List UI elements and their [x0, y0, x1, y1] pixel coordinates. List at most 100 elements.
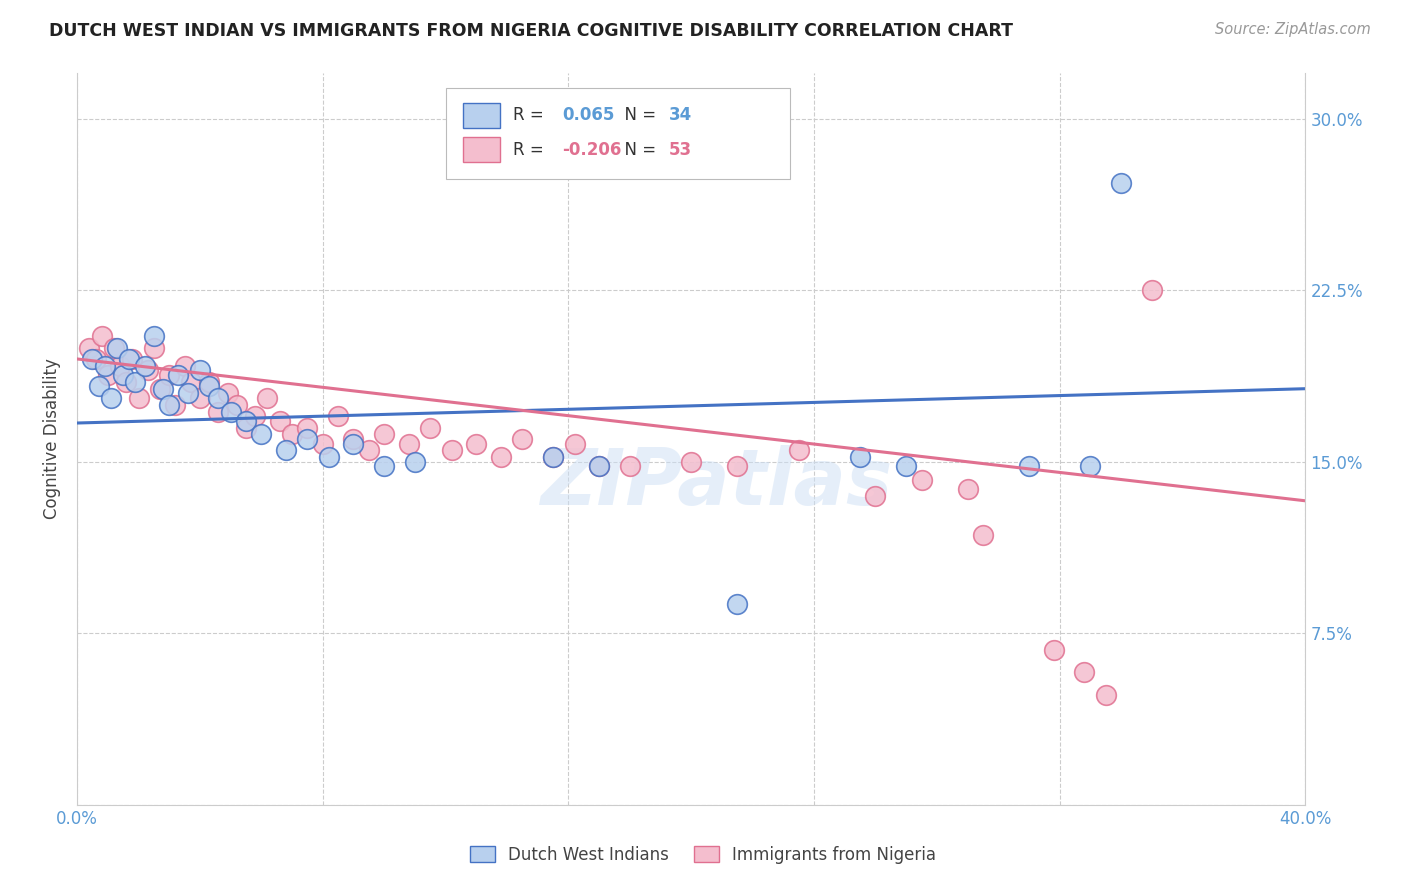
Point [564, 436, 586, 450]
Point [342, 436, 364, 450]
Point [373, 459, 395, 474]
Point [342, 432, 364, 446]
Point [256, 391, 278, 405]
Point [245, 409, 267, 424]
Point [198, 375, 221, 389]
Point [541, 450, 564, 465]
Text: 34: 34 [669, 106, 692, 125]
Point [404, 455, 426, 469]
Point [87, 379, 110, 393]
Point [142, 341, 165, 355]
Point [149, 382, 172, 396]
Point [217, 386, 239, 401]
Point [235, 420, 257, 434]
Point [681, 455, 703, 469]
Text: N =: N = [614, 106, 661, 125]
Point [79, 341, 101, 355]
Point [398, 436, 420, 450]
Text: N =: N = [614, 141, 661, 159]
Point [956, 483, 979, 497]
Point [112, 368, 135, 382]
Point [865, 489, 887, 503]
Point [318, 450, 340, 465]
Point [419, 420, 441, 434]
Point [173, 359, 195, 373]
Point [207, 391, 229, 405]
Point [1080, 459, 1102, 474]
Point [910, 473, 932, 487]
Point [82, 351, 104, 366]
Point [312, 436, 335, 450]
Point [541, 450, 564, 465]
Point [297, 432, 319, 446]
Point [787, 443, 810, 458]
Point [1109, 176, 1132, 190]
Text: Source: ZipAtlas.com: Source: ZipAtlas.com [1215, 22, 1371, 37]
Point [167, 368, 190, 382]
Point [124, 375, 146, 389]
Point [725, 459, 748, 474]
Y-axis label: Cognitive Disability: Cognitive Disability [44, 359, 60, 519]
Point [118, 351, 141, 366]
Point [188, 391, 211, 405]
Point [269, 414, 291, 428]
Text: DUTCH WEST INDIAN VS IMMIGRANTS FROM NIGERIA COGNITIVE DISABILITY CORRELATION CH: DUTCH WEST INDIAN VS IMMIGRANTS FROM NIG… [49, 22, 1014, 40]
Text: R =: R = [513, 106, 550, 125]
Point [103, 341, 125, 355]
Text: 0.065: 0.065 [562, 106, 614, 125]
Point [115, 375, 138, 389]
Point [108, 359, 131, 373]
Point [97, 368, 120, 382]
Point [326, 409, 349, 424]
Point [207, 404, 229, 418]
Point [235, 414, 257, 428]
Point [588, 459, 610, 474]
Point [972, 528, 994, 542]
Point [489, 450, 512, 465]
Point [281, 427, 304, 442]
Point [157, 368, 180, 382]
Point [100, 391, 122, 405]
Point [440, 443, 463, 458]
Point [165, 398, 187, 412]
Point [297, 420, 319, 434]
Point [896, 459, 918, 474]
Point [136, 363, 159, 377]
Point [134, 359, 156, 373]
Point [849, 450, 872, 465]
FancyBboxPatch shape [463, 137, 499, 162]
Point [357, 443, 380, 458]
Text: R =: R = [513, 141, 550, 159]
Point [157, 398, 180, 412]
Point [274, 443, 297, 458]
Text: ZIPatlas: ZIPatlas [540, 445, 891, 521]
Point [90, 329, 112, 343]
Point [188, 363, 211, 377]
Point [512, 432, 534, 446]
Point [1094, 688, 1116, 702]
Point [152, 382, 174, 396]
Point [121, 351, 143, 366]
Point [128, 391, 150, 405]
Point [725, 597, 748, 611]
Point [142, 329, 165, 343]
Point [84, 351, 107, 366]
Point [465, 436, 488, 450]
Point [225, 398, 247, 412]
Point [373, 427, 395, 442]
Point [619, 459, 641, 474]
Text: 53: 53 [669, 141, 692, 159]
Point [93, 359, 115, 373]
Point [198, 379, 221, 393]
Point [176, 386, 198, 401]
Point [1140, 283, 1163, 297]
FancyBboxPatch shape [446, 87, 790, 179]
Point [1073, 665, 1095, 680]
Point [1018, 459, 1040, 474]
Point [1042, 642, 1064, 657]
Text: -0.206: -0.206 [562, 141, 621, 159]
Point [250, 427, 273, 442]
Point [180, 375, 202, 389]
FancyBboxPatch shape [463, 103, 499, 128]
Point [105, 341, 128, 355]
